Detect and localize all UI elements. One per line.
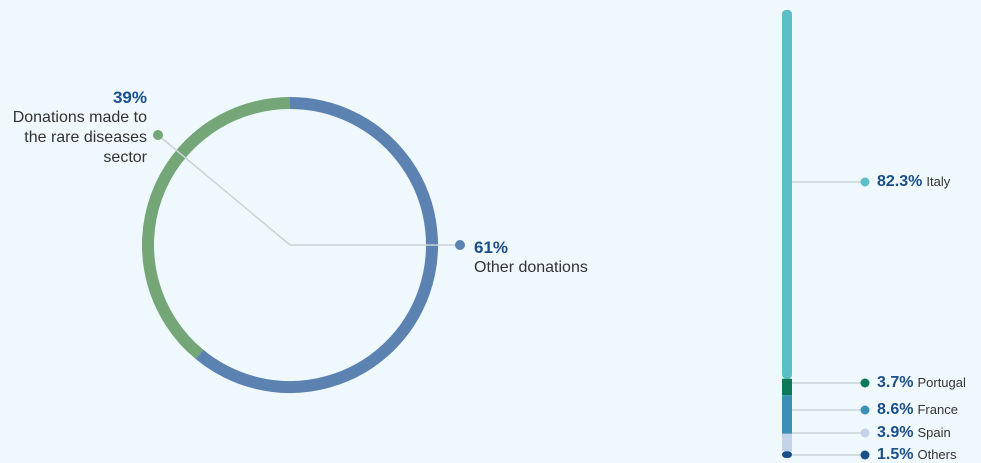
segment-label: 1.5% Others xyxy=(877,446,956,463)
category-label: Portugal xyxy=(917,375,966,390)
category-label: Spain xyxy=(917,425,951,440)
category-label: Other donations xyxy=(474,259,588,276)
slice-label: 61% Other donations xyxy=(474,238,674,278)
slice-label: 39% Donations made to the rare diseases s… xyxy=(0,88,147,168)
value-label: 61% xyxy=(474,238,509,257)
leader-dot xyxy=(860,177,870,187)
leader-dot xyxy=(860,378,870,388)
bar-segment xyxy=(782,433,792,452)
leader-dot xyxy=(860,450,870,460)
leader-dot xyxy=(860,405,870,415)
value-label: 3.7% xyxy=(877,374,914,391)
value-label: 82.3% xyxy=(877,173,923,190)
donut-slice xyxy=(142,97,291,360)
bar-segment xyxy=(782,10,792,379)
bar-segment xyxy=(782,395,792,434)
leader-dot xyxy=(153,130,163,140)
leader-dot xyxy=(860,428,870,438)
segment-label: 3.7% Portugal xyxy=(877,374,966,392)
bar-segment xyxy=(782,451,792,458)
category-label: France xyxy=(917,402,958,417)
value-label: 39% xyxy=(112,88,147,107)
category-label: Others xyxy=(917,447,957,462)
value-label: 1.5% xyxy=(877,446,914,463)
donut-slice xyxy=(195,97,438,393)
bar-segment xyxy=(782,378,792,396)
category-label: Donations made to the rare diseases sect… xyxy=(12,109,147,166)
leader-dot xyxy=(455,240,465,250)
segment-label: 8.6% France xyxy=(877,401,958,419)
segment-label: 82.3% Italy xyxy=(877,173,950,191)
value-label: 3.9% xyxy=(877,424,914,441)
leader-line xyxy=(157,134,291,246)
segment-label: 3.9% Spain xyxy=(877,424,951,442)
category-label: Italy xyxy=(926,174,951,189)
value-label: 8.6% xyxy=(877,401,914,418)
